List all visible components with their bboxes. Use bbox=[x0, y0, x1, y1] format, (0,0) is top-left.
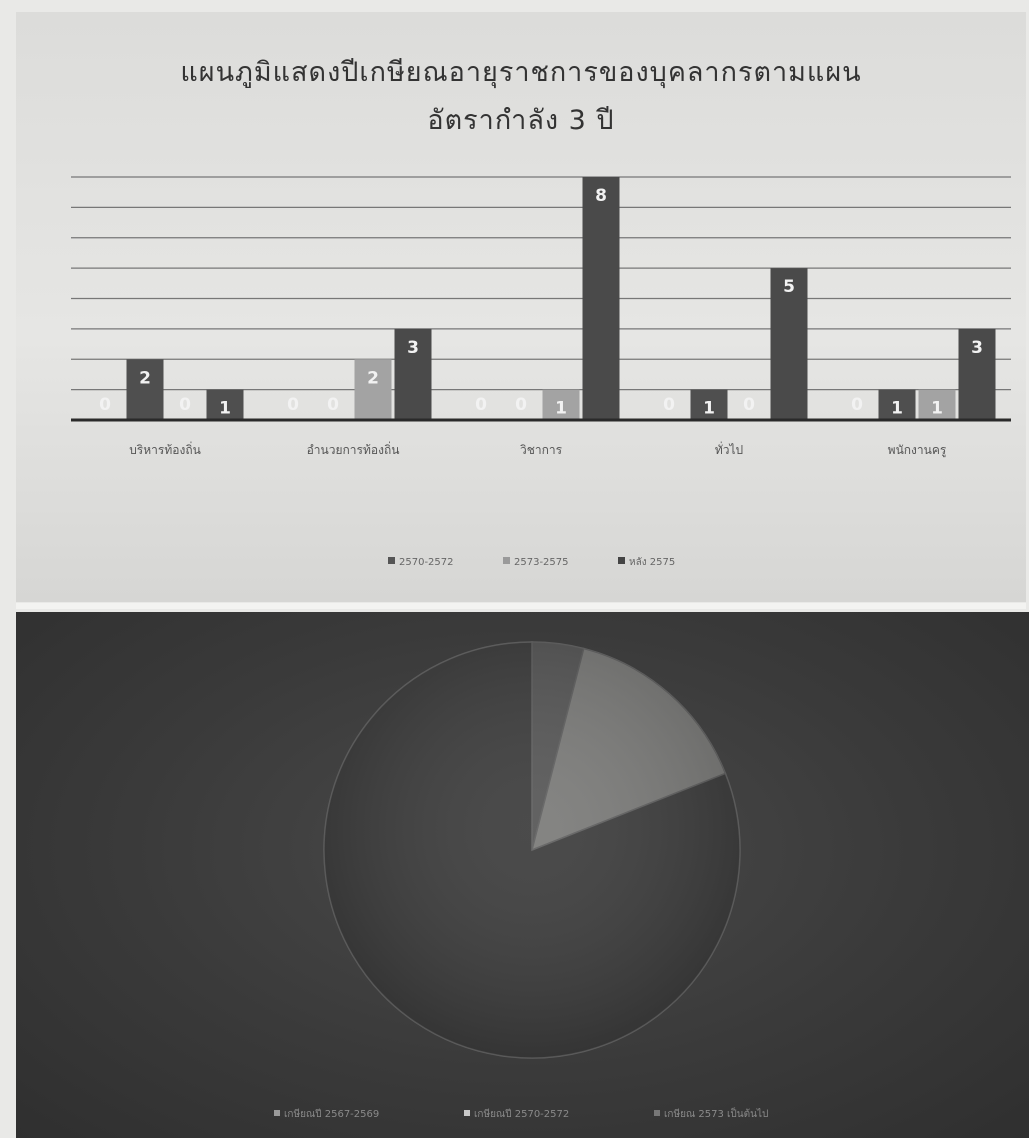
bar bbox=[206, 389, 244, 420]
legend-swatch bbox=[274, 1110, 280, 1116]
bar-data-label: 1 bbox=[219, 399, 231, 419]
bar bbox=[394, 328, 432, 420]
bar bbox=[126, 359, 164, 420]
bar bbox=[958, 328, 996, 420]
bar-data-label: 0 bbox=[475, 395, 487, 415]
legend-label: หลัง 2575 bbox=[629, 557, 675, 568]
bar-data-label: 2 bbox=[367, 368, 379, 388]
legend-swatch bbox=[503, 557, 510, 564]
bar-data-label: 1 bbox=[703, 399, 715, 419]
legend-label: เกษียณ 2573 เป็นต้นไป bbox=[664, 1106, 768, 1120]
bar-data-label: 3 bbox=[407, 338, 419, 358]
bar-data-label: 0 bbox=[287, 395, 299, 415]
pie-shading bbox=[324, 642, 740, 1058]
bar bbox=[770, 268, 808, 420]
bar-data-label: 5 bbox=[783, 277, 795, 297]
bar-data-label: 3 bbox=[971, 338, 983, 358]
bar bbox=[582, 177, 620, 420]
bar bbox=[542, 389, 580, 420]
bar-data-label: 0 bbox=[743, 395, 755, 415]
category-tick-label: พนักงานครู bbox=[888, 443, 947, 458]
bar-data-label: 8 bbox=[595, 186, 607, 206]
bar bbox=[918, 389, 956, 420]
pie-chart: เกษียณปี 2567-2569 เกษียณปี 2570-2572 เกษี… bbox=[274, 641, 768, 1120]
legend-swatch bbox=[654, 1110, 660, 1116]
legend-swatch bbox=[618, 557, 625, 564]
bar-data-label: 2 bbox=[139, 368, 151, 388]
bar-data-label: 0 bbox=[515, 395, 527, 415]
chart-title-line-2: อัตรากำลัง 3 ปี bbox=[427, 105, 615, 136]
category-tick-label: วิชาการ bbox=[520, 443, 563, 457]
bar-data-label: 1 bbox=[931, 399, 943, 419]
legend-swatch bbox=[464, 1110, 470, 1116]
legend-swatch bbox=[388, 557, 395, 564]
bar bbox=[878, 389, 916, 420]
legend-label: เกษียณปี 2567-2569 bbox=[284, 1108, 379, 1120]
legend-label: เกษียณปี 2570-2572 bbox=[474, 1108, 569, 1120]
bar-data-label: 1 bbox=[891, 399, 903, 419]
legend-label: 2570-2572 bbox=[399, 557, 454, 568]
bar-data-label: 1 bbox=[555, 399, 567, 419]
category-tick-label: บริหารท้องถิ่น bbox=[129, 441, 201, 457]
bar bbox=[690, 389, 728, 420]
category-tick-label: ทั่วไป bbox=[715, 441, 743, 457]
bar-chart-panel: แผนภูมิแสดงปีเกษียณอายุราชการของบุคลากรต… bbox=[16, 12, 1026, 602]
bar-data-label: 0 bbox=[99, 395, 111, 415]
bar-chart: 0 2 0 1 บริหารท้องถิ่น 0 0 2 3 อำนวยการท้องถิ่น 0 0… bbox=[71, 176, 1011, 568]
bar-data-label: 0 bbox=[179, 395, 191, 415]
bar bbox=[354, 359, 392, 420]
panel-divider bbox=[16, 603, 1026, 609]
chart-title-line-1: แผนภูมิแสดงปีเกษียณอายุราชการของบุคลากรต… bbox=[180, 57, 862, 88]
bar-data-label: 0 bbox=[663, 395, 675, 415]
bar-data-label: 0 bbox=[851, 395, 863, 415]
bar-data-label: 0 bbox=[327, 395, 339, 415]
category-tick-label: อำนวยการท้องถิ่น bbox=[307, 441, 400, 457]
pie-chart-panel: เกษียณปี 2567-2569 เกษียณปี 2570-2572 เกษี… bbox=[16, 612, 1029, 1138]
legend-label: 2573-2575 bbox=[514, 557, 569, 568]
